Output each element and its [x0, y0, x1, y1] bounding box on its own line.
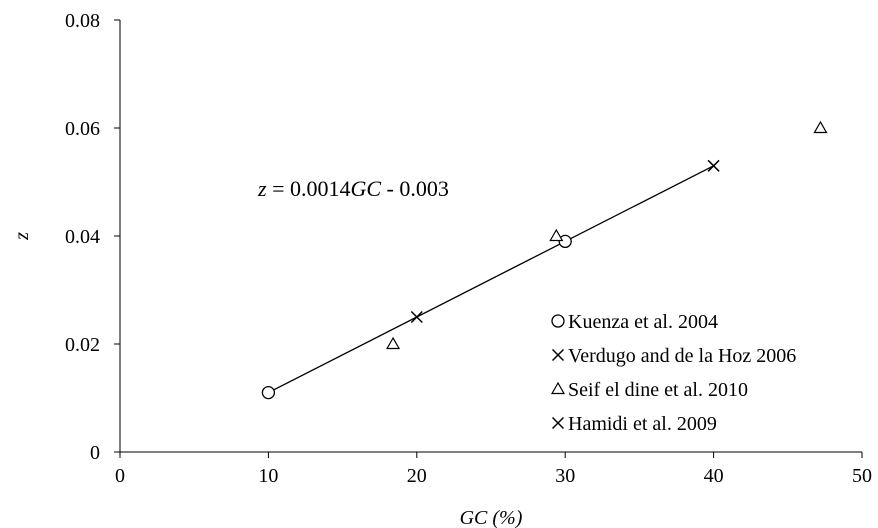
equation-variable: GC — [350, 176, 381, 201]
y-tick-label: 0.06 — [65, 118, 100, 140]
data-point-triangle — [386, 336, 401, 350]
legend-marker-triangle — [550, 381, 566, 395]
trendline — [268, 165, 714, 394]
data-point-circle — [261, 385, 276, 400]
equation-lhs: z — [257, 176, 267, 201]
x-tick-label: 40 — [704, 465, 724, 487]
x-tick-label: 20 — [407, 465, 427, 487]
legend-item: Verdugo and de la Hoz 2006 — [551, 345, 796, 367]
data-point-triangle — [549, 228, 564, 242]
trendline-equation: z = 0.0014GC - 0.003 — [257, 176, 449, 201]
data-point-x — [707, 159, 720, 172]
equation-coefficient: = 0.0014 — [267, 176, 351, 201]
x-tick-label: 50 — [852, 465, 872, 487]
x-axis-title: GC (%) — [460, 507, 523, 528]
legend-marker-circle — [551, 314, 565, 328]
data-point-circle — [558, 234, 572, 249]
legend-item: Hamidi et al. 2009 — [551, 413, 717, 435]
data-point-triangle — [813, 120, 828, 134]
data-points — [261, 120, 828, 400]
axes — [119, 20, 862, 453]
equation-intercept: - 0.003 — [381, 176, 449, 201]
x-tick-label: 30 — [555, 465, 575, 487]
legend-item: Kuenza et al. 2004 — [551, 311, 718, 333]
y-tick-label: 0.08 — [65, 10, 100, 32]
legend: Kuenza et al. 2004 Verdugo and de la Hoz … — [550, 311, 796, 435]
legend-marker-x — [551, 416, 565, 430]
y-axis-title: z — [11, 232, 33, 241]
legend-marker-x — [551, 348, 565, 362]
y-ticks: 0 0.02 0.04 0.06 0.08 — [65, 10, 120, 464]
x-tick-label: 0 — [115, 465, 125, 487]
legend-label: Hamidi et al. 2009 — [568, 413, 717, 435]
legend-label: Kuenza et al. 2004 — [568, 311, 718, 333]
legend-item: Seif el dine et al. 2010 — [550, 379, 748, 401]
x-tick-label: 10 — [258, 465, 278, 487]
legend-label: Seif el dine et al. 2010 — [568, 379, 748, 401]
x-ticks: 0 10 20 30 40 50 — [115, 452, 872, 487]
y-tick-label: 0.02 — [65, 334, 100, 356]
y-tick-label: 0 — [90, 442, 100, 464]
y-tick-label: 0.04 — [65, 226, 100, 248]
data-point-x — [410, 310, 423, 324]
trendline-line — [268, 165, 714, 394]
legend-label: Verdugo and de la Hoz 2006 — [568, 345, 796, 367]
